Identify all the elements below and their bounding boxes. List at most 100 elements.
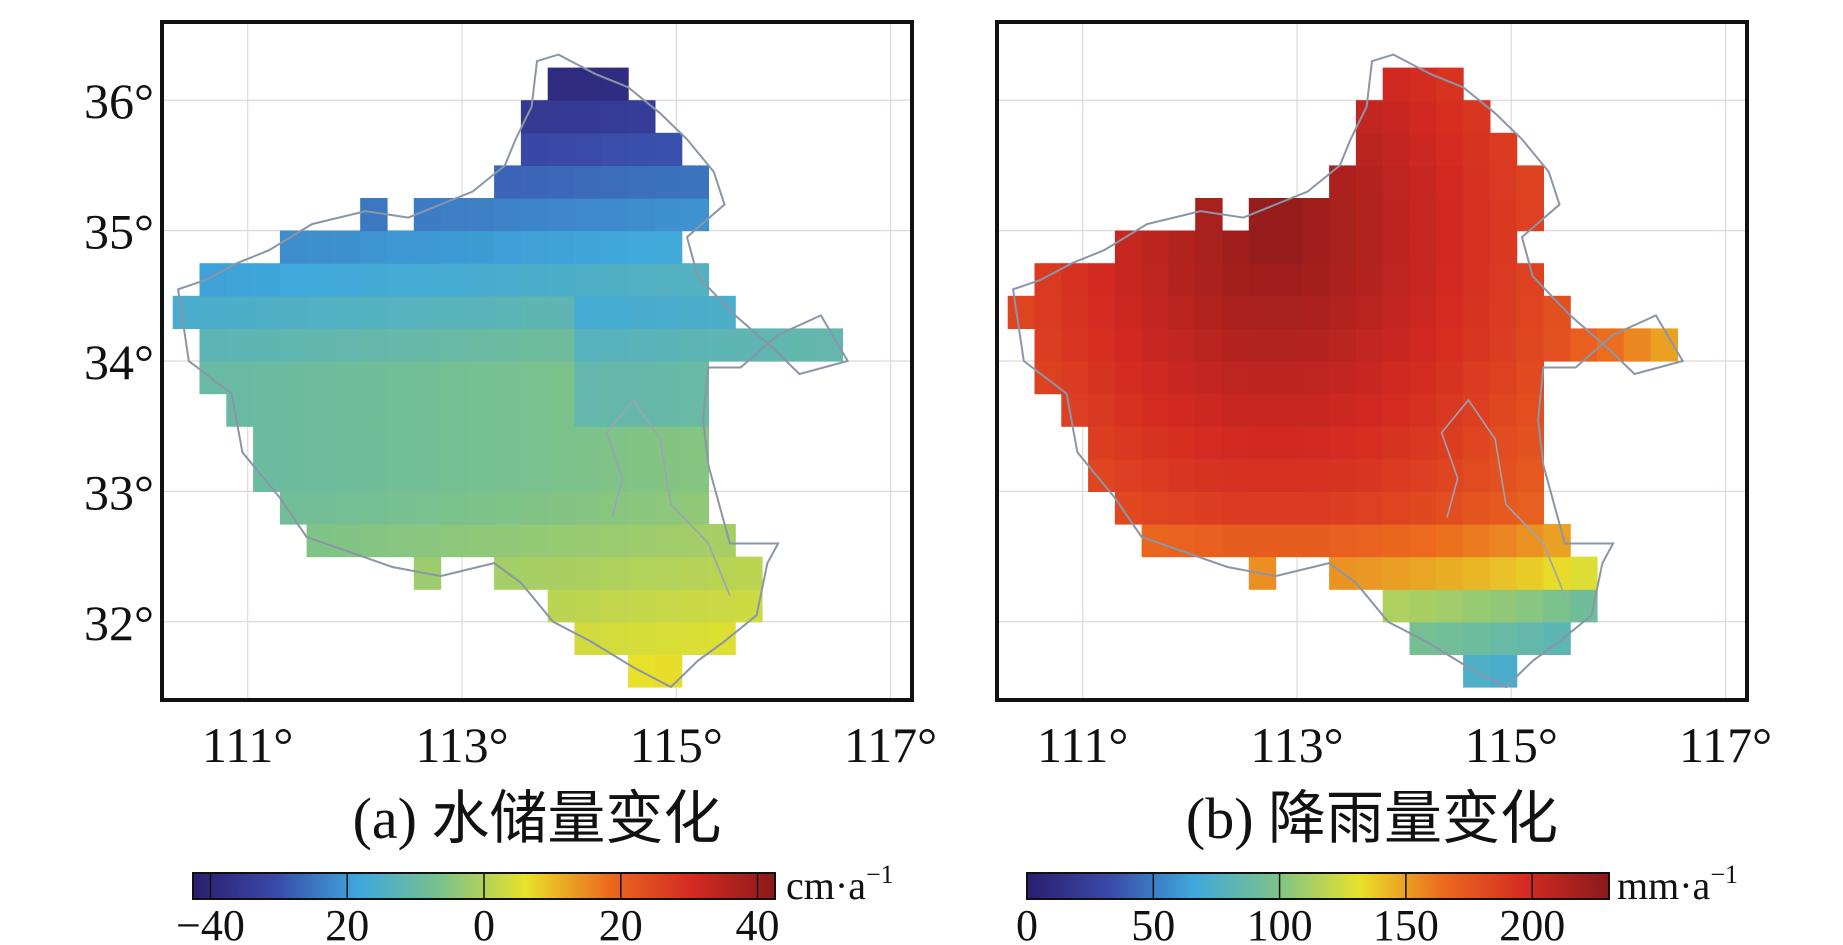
- grid-cell: [1302, 295, 1330, 329]
- grid-cell: [1382, 328, 1411, 362]
- panel-b-cells: [1007, 67, 1678, 688]
- grid-cell: [467, 524, 495, 558]
- grid-cell: [654, 132, 683, 166]
- grid-cell: [547, 165, 576, 199]
- grid-cell: [628, 361, 656, 395]
- grid-cell: [1516, 621, 1544, 655]
- grid-cell: [494, 263, 522, 297]
- grid-cell: [601, 328, 629, 362]
- panel-a-y-axis: 36° 35° 34° 33° 32°: [84, 73, 154, 651]
- grid-cell: [494, 198, 522, 232]
- grid-cell: [1168, 328, 1196, 362]
- grid-cell: [1436, 198, 1464, 232]
- grid-cell: [360, 458, 388, 492]
- grid-cell: [1141, 491, 1169, 525]
- grid-cell: [1382, 165, 1411, 199]
- colorbar-a-unit-main: cm·a: [786, 863, 866, 908]
- grid-cell: [306, 524, 334, 558]
- grid-cell: [547, 132, 576, 166]
- grid-cell: [1382, 100, 1411, 134]
- colorbar-b-bar: [1026, 872, 1610, 900]
- grid-cell: [1114, 393, 1143, 427]
- grid-cell: [1355, 361, 1384, 395]
- grid-cell: [467, 263, 495, 297]
- grid-cell: [654, 524, 683, 558]
- grid-cell: [628, 230, 656, 264]
- grid-cell: [1114, 426, 1143, 460]
- grid-cell: [1329, 198, 1357, 232]
- grid-cell: [440, 393, 468, 427]
- grid-cell: [628, 426, 656, 460]
- grid-cell: [333, 491, 361, 525]
- grid-cell: [1436, 263, 1464, 297]
- grid-cell: [574, 524, 602, 558]
- grid-cell: [708, 328, 736, 362]
- grid-cell: [413, 263, 442, 297]
- grid-cell: [226, 295, 254, 329]
- grid-cell: [1275, 491, 1303, 525]
- grid-cell: [654, 491, 683, 525]
- grid-cell: [1141, 328, 1169, 362]
- colorbar-tick-label: 50: [1131, 901, 1175, 945]
- grid-cell: [253, 328, 281, 362]
- grid-cell: [1302, 328, 1330, 362]
- grid-cell: [1355, 556, 1384, 590]
- grid-cell: [1436, 556, 1464, 590]
- grid-cell: [253, 426, 281, 460]
- grid-cell: [628, 263, 656, 297]
- grid-cell: [1436, 426, 1464, 460]
- grid-cell: [413, 361, 442, 395]
- grid-cell: [333, 524, 361, 558]
- grid-cell: [1302, 263, 1330, 297]
- colorbar-b-unit-main: mm·a: [1617, 863, 1711, 908]
- grid-cell: [253, 458, 281, 492]
- grid-cell: [1463, 589, 1491, 623]
- grid-cell: [387, 295, 415, 329]
- grid-cell: [681, 556, 709, 590]
- grid-cell: [1489, 328, 1518, 362]
- y-tick-label: 35°: [84, 204, 154, 260]
- grid-cell: [1061, 295, 1089, 329]
- grid-cell: [1168, 295, 1196, 329]
- colorbar-tick-label: 20: [599, 901, 643, 945]
- grid-cell: [440, 263, 468, 297]
- grid-cell: [413, 491, 442, 525]
- grid-cell: [547, 458, 576, 492]
- grid-cell: [628, 589, 656, 623]
- grid-cell: [413, 524, 442, 558]
- grid-cell: [1222, 393, 1250, 427]
- grid-cell: [440, 426, 468, 460]
- grid-cell: [1088, 458, 1116, 492]
- grid-cell: [1382, 230, 1411, 264]
- grid-cell: [1382, 295, 1411, 329]
- grid-cell: [1489, 165, 1518, 199]
- x-tick-label: 111°: [202, 717, 293, 773]
- grid-cell: [1489, 524, 1518, 558]
- grid-cell: [1463, 230, 1491, 264]
- grid-cell: [574, 328, 602, 362]
- grid-cell: [654, 621, 683, 655]
- grid-cell: [1168, 426, 1196, 460]
- grid-cell: [574, 393, 602, 427]
- grid-cell: [413, 458, 442, 492]
- grid-cell: [1382, 589, 1411, 623]
- colorbar-tick-label: 200: [1499, 901, 1565, 945]
- grid-cell: [413, 328, 442, 362]
- grid-cell: [494, 230, 522, 264]
- grid-cell: [333, 230, 361, 264]
- grid-cell: [333, 426, 361, 460]
- grid-cell: [440, 491, 468, 525]
- grid-cell: [1302, 524, 1330, 558]
- grid-cell: [333, 361, 361, 395]
- grid-cell: [520, 328, 549, 362]
- grid-cell: [467, 198, 495, 232]
- grid-cell: [547, 491, 576, 525]
- grid-cell: [1409, 263, 1437, 297]
- grid-cell: [1302, 458, 1330, 492]
- grid-cell: [1463, 556, 1491, 590]
- grid-cell: [1409, 165, 1437, 199]
- panel-a-province-outline: [176, 53, 850, 689]
- grid-cell: [360, 361, 388, 395]
- grid-cell: [1516, 198, 1544, 232]
- grid-cell: [654, 198, 683, 232]
